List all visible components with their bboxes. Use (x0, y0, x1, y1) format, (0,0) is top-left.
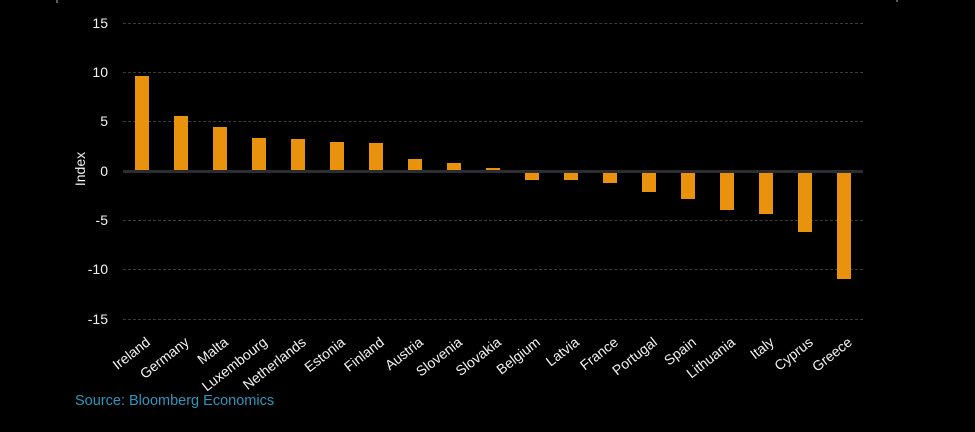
bar-finland (369, 143, 384, 171)
y-tick-label: -10 (87, 261, 108, 278)
bar-spain (680, 170, 695, 200)
source-text: Source: Bloomberg Economics (75, 393, 275, 409)
gridline (123, 71, 863, 73)
bar-belgium (524, 170, 539, 180)
bar-luxembourg (252, 138, 267, 171)
bar-latvia (563, 170, 578, 180)
bar-malta (213, 127, 228, 171)
y-tick-label: 5 (100, 113, 108, 130)
gridline (123, 22, 863, 24)
bar-cyprus (797, 170, 812, 232)
y-tick-label: 10 (92, 63, 108, 80)
bar-austria (408, 158, 423, 171)
bar-estonia (330, 142, 345, 171)
zero-axis-line (123, 169, 863, 173)
bar-italy (758, 170, 773, 215)
y-tick-label: 0 (100, 162, 108, 179)
bar-lithuania (719, 170, 734, 211)
crop-artifact-mark (896, 0, 898, 2)
y-tick-label: -5 (95, 212, 108, 229)
gridline (123, 121, 863, 123)
y-tick-label: -15 (87, 310, 108, 327)
bar-slovakia (486, 167, 500, 171)
y-tick-label: 15 (92, 14, 108, 31)
bar-greece (836, 170, 851, 280)
gridline (123, 220, 863, 222)
bar-france (602, 170, 617, 183)
gridline (123, 269, 863, 271)
bar-portugal (641, 170, 656, 193)
crop-artifact-mark (56, 0, 58, 3)
gridline (123, 318, 863, 320)
y-axis-title: Index (72, 151, 88, 187)
bar-germany (174, 116, 189, 171)
bar-netherlands (291, 139, 306, 171)
bar-slovenia (447, 162, 462, 171)
bar-ireland (135, 75, 150, 171)
